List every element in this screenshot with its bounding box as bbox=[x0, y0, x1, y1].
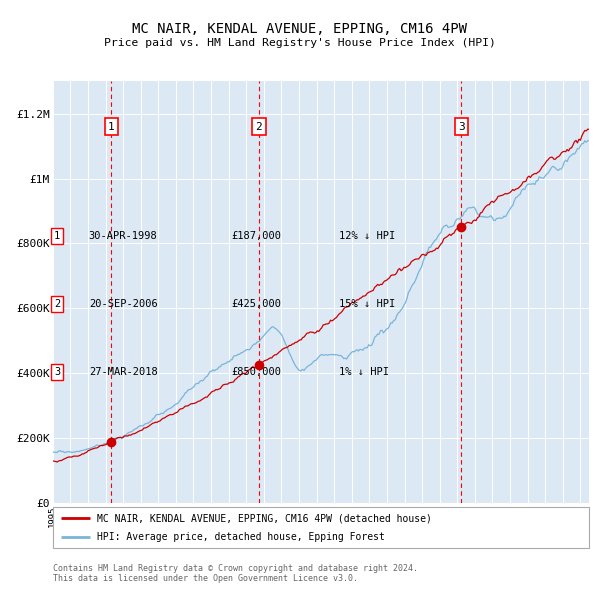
Text: £187,000: £187,000 bbox=[231, 231, 281, 241]
Text: 1: 1 bbox=[108, 122, 115, 132]
Text: 1: 1 bbox=[54, 231, 60, 241]
FancyBboxPatch shape bbox=[53, 507, 589, 548]
Text: 27-MAR-2018: 27-MAR-2018 bbox=[89, 367, 158, 376]
Text: 15% ↓ HPI: 15% ↓ HPI bbox=[339, 299, 395, 309]
Text: 2: 2 bbox=[54, 299, 60, 309]
Text: 3: 3 bbox=[458, 122, 465, 132]
Text: £850,000: £850,000 bbox=[231, 367, 281, 376]
Text: HPI: Average price, detached house, Epping Forest: HPI: Average price, detached house, Eppi… bbox=[97, 532, 385, 542]
Text: Price paid vs. HM Land Registry's House Price Index (HPI): Price paid vs. HM Land Registry's House … bbox=[104, 38, 496, 48]
Text: MC NAIR, KENDAL AVENUE, EPPING, CM16 4PW: MC NAIR, KENDAL AVENUE, EPPING, CM16 4PW bbox=[133, 22, 467, 37]
Text: MC NAIR, KENDAL AVENUE, EPPING, CM16 4PW (detached house): MC NAIR, KENDAL AVENUE, EPPING, CM16 4PW… bbox=[97, 513, 431, 523]
Text: 2: 2 bbox=[256, 122, 262, 132]
Text: 12% ↓ HPI: 12% ↓ HPI bbox=[339, 231, 395, 241]
Text: Contains HM Land Registry data © Crown copyright and database right 2024.
This d: Contains HM Land Registry data © Crown c… bbox=[53, 563, 418, 583]
Text: 1% ↓ HPI: 1% ↓ HPI bbox=[339, 367, 389, 376]
Text: 3: 3 bbox=[54, 367, 60, 376]
Text: 30-APR-1998: 30-APR-1998 bbox=[89, 231, 158, 241]
Text: £425,000: £425,000 bbox=[231, 299, 281, 309]
Text: 20-SEP-2006: 20-SEP-2006 bbox=[89, 299, 158, 309]
